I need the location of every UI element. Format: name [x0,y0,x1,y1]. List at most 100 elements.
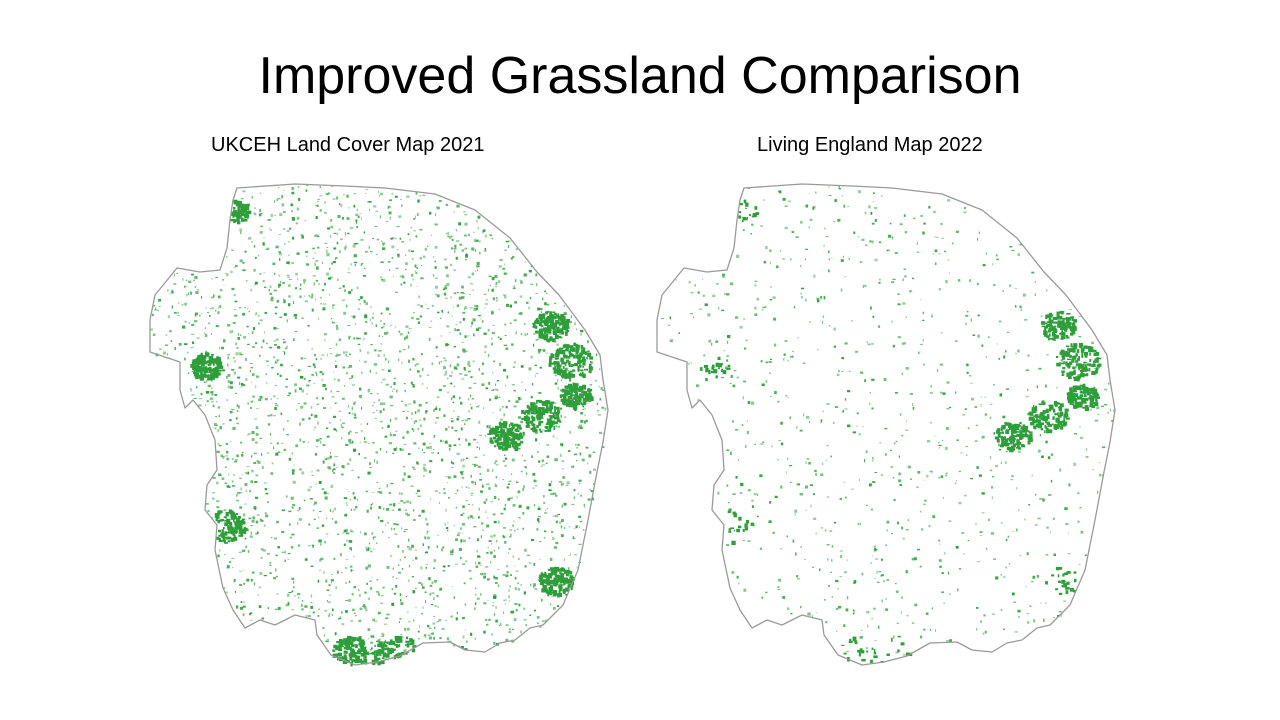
grassland-patch [245,357,247,361]
grassland-patch [211,354,214,356]
grassland-patch [374,459,375,463]
grassland-patch [331,574,333,575]
grassland-patch [404,627,406,631]
grassland-patch [413,311,415,314]
grassland-patch [522,512,525,515]
grassland-patch [515,248,518,251]
grassland-patch [867,343,871,346]
grassland-patch [533,343,535,347]
grassland-patch [805,485,808,489]
grassland-patch [401,651,405,656]
grassland-patch [387,205,391,209]
grassland-patch [347,529,348,533]
grassland-patch [432,622,435,625]
grassland-patch [406,627,410,631]
grassland-patch [331,518,334,520]
grassland-patch [1064,507,1068,511]
grassland-patch [351,593,354,596]
grassland-patch [738,582,740,585]
grassland-patch [998,320,1002,323]
grassland-patch [881,599,883,603]
grassland-patch [725,366,728,370]
grassland-patch [1039,497,1043,500]
grassland-patch [217,429,220,433]
grassland-patch [751,223,754,226]
grassland-patch [217,473,221,476]
grassland-patch [537,507,541,511]
grassland-patch [864,284,867,288]
grassland-patch [558,350,564,355]
grassland-patch [398,639,403,643]
grassland-patch [534,504,535,507]
grassland-patch [488,618,491,621]
grassland-patch [584,395,589,399]
grassland-patch [479,473,482,475]
grassland-patch [307,324,310,327]
grassland-patch [559,453,562,457]
grassland-patch [351,407,354,411]
grassland-patch [334,456,338,458]
grassland-patch [403,649,407,652]
grassland-patch [381,594,384,597]
grassland-patch [553,316,556,320]
grassland-patch [405,325,409,328]
grassland-patch [359,441,361,444]
grassland-patch [577,357,581,361]
grassland-patch [532,323,535,327]
grassland-patch [315,234,318,236]
grassland-patch [717,491,720,495]
grassland-patch [320,440,322,444]
grassland-patch [558,521,562,524]
grassland-patch [347,648,351,650]
grassland-patch [475,602,477,606]
grassland-patch [963,494,967,497]
grassland-patch [483,501,487,504]
grassland-patch [582,361,586,366]
grassland-patch [400,499,404,502]
grassland-patch [243,384,246,387]
grassland-patch [526,301,529,304]
grassland-patch [244,307,246,308]
grassland-patch [500,431,504,436]
grassland-patch [349,430,352,433]
grassland-patch [861,572,864,576]
grassland-patch [464,374,468,376]
grassland-patch [330,185,334,187]
grassland-patch [233,513,238,516]
grassland-patch [395,653,399,657]
grassland-patch [403,501,406,504]
grassland-patch [561,504,563,508]
grassland-patch [212,492,216,494]
grassland-patch [278,251,281,253]
grassland-patch [378,399,380,401]
grassland-patch [205,307,207,309]
grassland-patch [196,337,200,339]
grassland-patch [588,454,592,458]
grassland-patch [980,404,982,408]
grassland-patch [743,318,746,320]
grassland-patch [253,452,257,454]
grassland-patch [295,444,299,448]
grassland-patch [247,471,249,475]
grassland-patch [233,518,235,523]
grassland-patch [343,311,347,315]
grassland-patch [315,260,319,262]
grassland-patch [231,330,234,333]
grassland-patch [809,192,810,194]
grassland-patch [473,463,476,467]
grassland-patch [365,655,367,659]
grassland-patch [345,610,348,613]
grassland-patch [800,545,802,548]
grassland-patch [792,350,794,352]
grassland-patch [480,565,482,566]
grassland-patch [313,429,315,431]
grassland-patch [574,395,578,398]
grassland-patch [216,500,220,503]
grassland-patch [278,198,281,200]
grassland-patch [304,295,306,297]
grassland-patch [212,370,215,375]
grassland-patch [754,284,757,287]
grassland-patch [1011,249,1015,251]
grassland-patch [941,572,944,574]
grassland-patch [324,496,328,500]
